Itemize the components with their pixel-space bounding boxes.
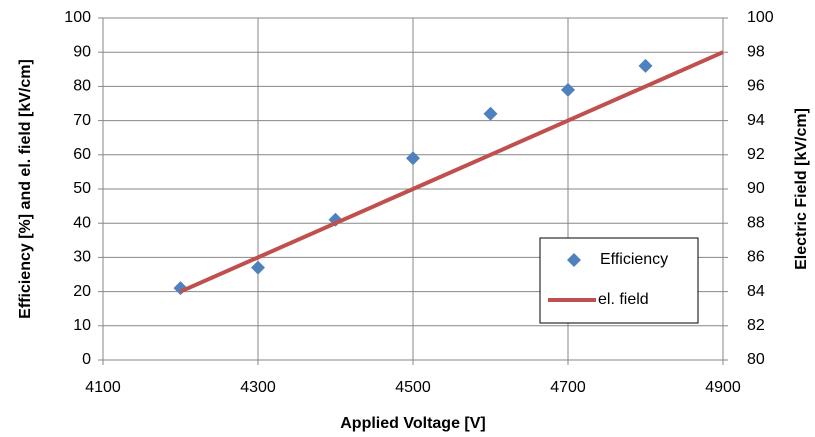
y-tick-label: 100 — [64, 9, 91, 26]
y2-tick-label: 80 — [747, 351, 765, 368]
y2-axis-title: Electric Field [kV/cm] — [793, 108, 810, 270]
y-tick-label: 10 — [73, 317, 91, 334]
y-tick-label: 90 — [73, 43, 91, 60]
legend-box — [539, 237, 699, 324]
x-tick-label: 4300 — [240, 379, 276, 396]
series-line — [179, 50, 724, 294]
y2-tick-label: 86 — [747, 249, 765, 266]
y2-tick-label: 90 — [747, 180, 765, 197]
legend-label: Efficiency — [600, 251, 668, 268]
y-tick-label: 80 — [73, 78, 91, 95]
legend-symbol — [567, 253, 581, 267]
y2-tick-label: 94 — [747, 112, 765, 129]
y-tick-label: 20 — [73, 283, 91, 300]
y-tick-label: 30 — [73, 249, 91, 266]
x-tick-label: 4900 — [705, 379, 741, 396]
data-point — [561, 82, 575, 97]
y-tick-label: 40 — [73, 214, 91, 231]
data-point — [251, 260, 265, 275]
y2-tick-label: 82 — [747, 317, 765, 334]
y2-tick-label: 98 — [747, 43, 765, 60]
x-tick-label: 4700 — [550, 379, 586, 396]
x-tick-label: 4500 — [395, 379, 431, 396]
y2-tick-label: 88 — [747, 214, 765, 231]
y2-tick-label: 100 — [747, 9, 774, 26]
x-tick-label: 4100 — [85, 379, 121, 396]
data-point — [483, 106, 498, 121]
y-tick-label: 70 — [73, 112, 91, 129]
y2-tick-label: 96 — [747, 78, 765, 95]
legend: Efficiency el. field — [539, 237, 699, 324]
y2-tick-label: 84 — [747, 283, 765, 300]
y2-tick-label: 92 — [747, 146, 765, 163]
x-axis-title: Applied Voltage [V] — [340, 415, 485, 432]
y-axis-title: Efficiency [%] and el. field [kV/cm] — [17, 59, 34, 319]
y-tick-label: 60 — [73, 146, 91, 163]
data-point — [638, 58, 653, 73]
data-point — [406, 151, 420, 166]
y-tick-label: 0 — [82, 351, 91, 368]
y-tick-label: 50 — [73, 180, 91, 197]
legend-label: el. field — [598, 291, 649, 308]
